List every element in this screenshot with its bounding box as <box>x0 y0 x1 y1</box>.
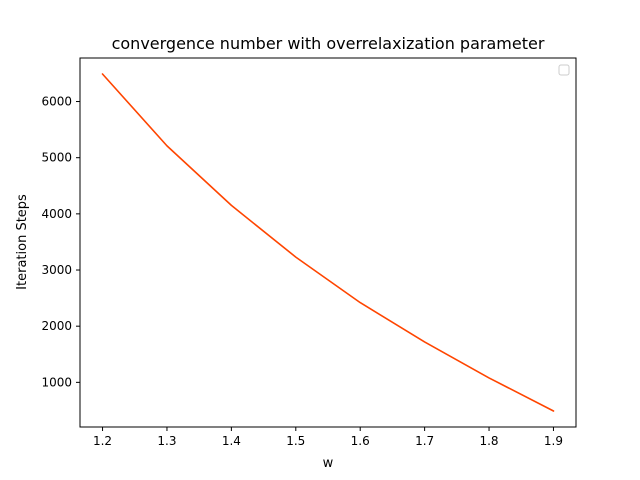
x-tick-label: 1.2 <box>93 434 112 448</box>
x-tick-label: 1.6 <box>351 434 370 448</box>
x-tick-label: 1.3 <box>157 434 176 448</box>
y-tick-label: 6000 <box>41 95 72 109</box>
x-axis-label: w <box>323 456 334 471</box>
series-line <box>101 73 555 412</box>
x-tick-label: 1.9 <box>544 434 563 448</box>
ticks-layer: 1.2 1.3 1.4 1.5 1.6 1.7 1.8 1.9 1000 2000 3000 4000… <box>41 95 563 448</box>
series-layer <box>101 73 555 412</box>
chart-title: convergence number with overrelaxization… <box>112 34 545 53</box>
legend <box>558 64 570 76</box>
x-tick-label: 1.5 <box>286 434 305 448</box>
plot-frame <box>79 57 577 428</box>
x-tick-label: 1.7 <box>415 434 434 448</box>
y-tick-label: 4000 <box>41 207 72 221</box>
legend-box <box>558 64 570 76</box>
y-tick-label: 5000 <box>41 151 72 165</box>
y-tick-label: 2000 <box>41 319 72 333</box>
x-tick-label: 1.4 <box>222 434 241 448</box>
y-tick-label: 3000 <box>41 263 72 277</box>
x-tick-label: 1.8 <box>479 434 498 448</box>
y-axis-label: Iteration Steps <box>15 194 30 290</box>
y-tick-label: 1000 <box>41 375 72 389</box>
